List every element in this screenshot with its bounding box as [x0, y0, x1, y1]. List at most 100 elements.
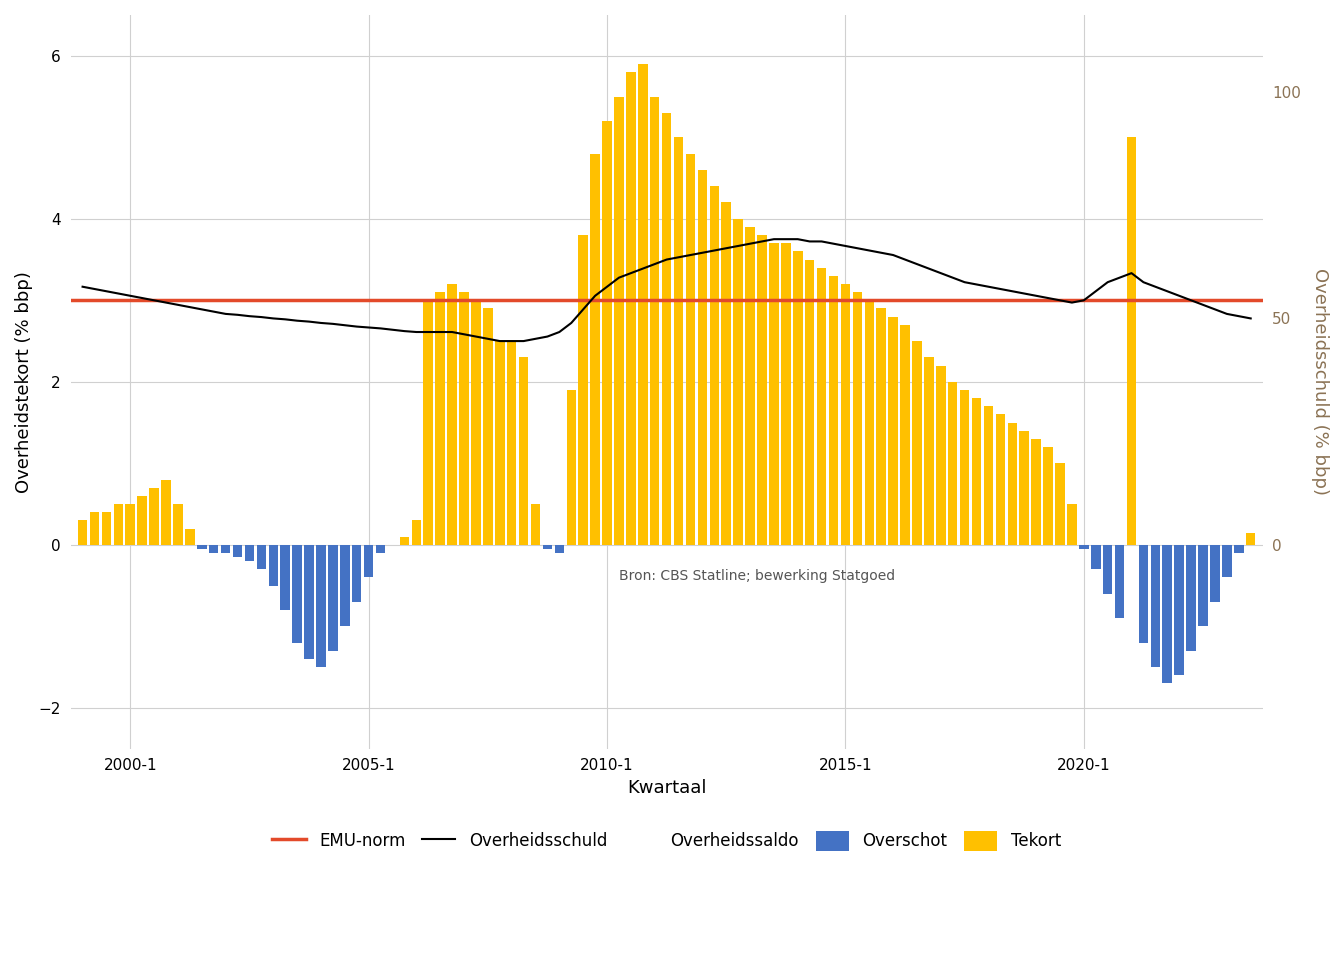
Bar: [495, 341, 504, 545]
Bar: [1091, 545, 1101, 569]
Bar: [161, 480, 171, 545]
X-axis label: Kwartaal: Kwartaal: [626, 779, 707, 797]
Bar: [673, 137, 683, 545]
Bar: [685, 154, 695, 545]
Bar: [423, 300, 433, 545]
Bar: [626, 72, 636, 545]
Bar: [781, 243, 790, 545]
Bar: [769, 243, 778, 545]
Bar: [125, 504, 134, 545]
Text: Bron: CBS Statline; bewerking Statgoed: Bron: CBS Statline; bewerking Statgoed: [620, 569, 895, 583]
Bar: [913, 341, 922, 545]
Bar: [805, 259, 814, 545]
Bar: [864, 300, 874, 545]
Bar: [257, 545, 266, 569]
Bar: [1008, 422, 1017, 545]
Bar: [925, 357, 934, 545]
Bar: [793, 252, 802, 545]
Bar: [1187, 545, 1196, 651]
Bar: [722, 203, 731, 545]
Bar: [984, 406, 993, 545]
Bar: [316, 545, 325, 667]
Bar: [650, 97, 660, 545]
Bar: [1234, 545, 1243, 553]
Y-axis label: Overheidsschuld (% bbp): Overheidsschuld (% bbp): [1310, 269, 1329, 495]
Bar: [948, 382, 957, 545]
Bar: [507, 341, 516, 545]
Bar: [1163, 545, 1172, 684]
Bar: [1031, 439, 1040, 545]
Bar: [578, 235, 587, 545]
Bar: [328, 545, 337, 651]
Bar: [269, 545, 278, 586]
Bar: [852, 292, 862, 545]
Bar: [1126, 137, 1136, 545]
Bar: [281, 545, 290, 611]
Bar: [1114, 545, 1125, 618]
Bar: [555, 545, 564, 553]
Bar: [198, 545, 207, 549]
Bar: [1103, 545, 1113, 594]
Bar: [1020, 431, 1030, 545]
Bar: [829, 276, 839, 545]
Bar: [960, 390, 969, 545]
Bar: [1175, 545, 1184, 675]
Bar: [1055, 464, 1064, 545]
Bar: [137, 496, 146, 545]
Bar: [1246, 533, 1255, 545]
Bar: [972, 398, 981, 545]
Bar: [233, 545, 242, 557]
Bar: [900, 324, 910, 545]
Bar: [340, 545, 349, 626]
Bar: [661, 113, 672, 545]
Legend: EMU-norm, Overheidsschuld, Overheidssaldo, Overschot, Tekort: EMU-norm, Overheidsschuld, Overheidssald…: [266, 824, 1067, 857]
Bar: [90, 513, 99, 545]
Bar: [996, 415, 1005, 545]
Bar: [935, 366, 946, 545]
Bar: [1199, 545, 1208, 626]
Bar: [1043, 447, 1052, 545]
Bar: [208, 545, 219, 553]
Bar: [1210, 545, 1220, 602]
Bar: [888, 317, 898, 545]
Bar: [293, 545, 302, 642]
Bar: [638, 64, 648, 545]
Bar: [698, 170, 707, 545]
Bar: [304, 545, 313, 659]
Y-axis label: Overheidstekort (% bbp): Overheidstekort (% bbp): [15, 271, 34, 492]
Bar: [840, 284, 851, 545]
Bar: [1138, 545, 1148, 642]
Bar: [78, 520, 87, 545]
Bar: [817, 268, 827, 545]
Bar: [614, 97, 624, 545]
Bar: [590, 154, 599, 545]
Bar: [435, 292, 445, 545]
Bar: [352, 545, 362, 602]
Bar: [531, 504, 540, 545]
Bar: [376, 545, 386, 553]
Bar: [411, 520, 421, 545]
Bar: [102, 513, 112, 545]
Bar: [364, 545, 374, 578]
Bar: [1150, 545, 1160, 667]
Bar: [399, 537, 409, 545]
Bar: [472, 300, 481, 545]
Bar: [567, 390, 577, 545]
Bar: [113, 504, 124, 545]
Bar: [543, 545, 552, 549]
Bar: [876, 308, 886, 545]
Bar: [734, 219, 743, 545]
Bar: [245, 545, 254, 562]
Bar: [185, 529, 195, 545]
Bar: [173, 504, 183, 545]
Bar: [1079, 545, 1089, 549]
Bar: [519, 357, 528, 545]
Bar: [448, 284, 457, 545]
Bar: [757, 235, 767, 545]
Bar: [710, 186, 719, 545]
Bar: [460, 292, 469, 545]
Bar: [220, 545, 230, 553]
Bar: [149, 488, 159, 545]
Bar: [602, 121, 612, 545]
Bar: [1067, 504, 1077, 545]
